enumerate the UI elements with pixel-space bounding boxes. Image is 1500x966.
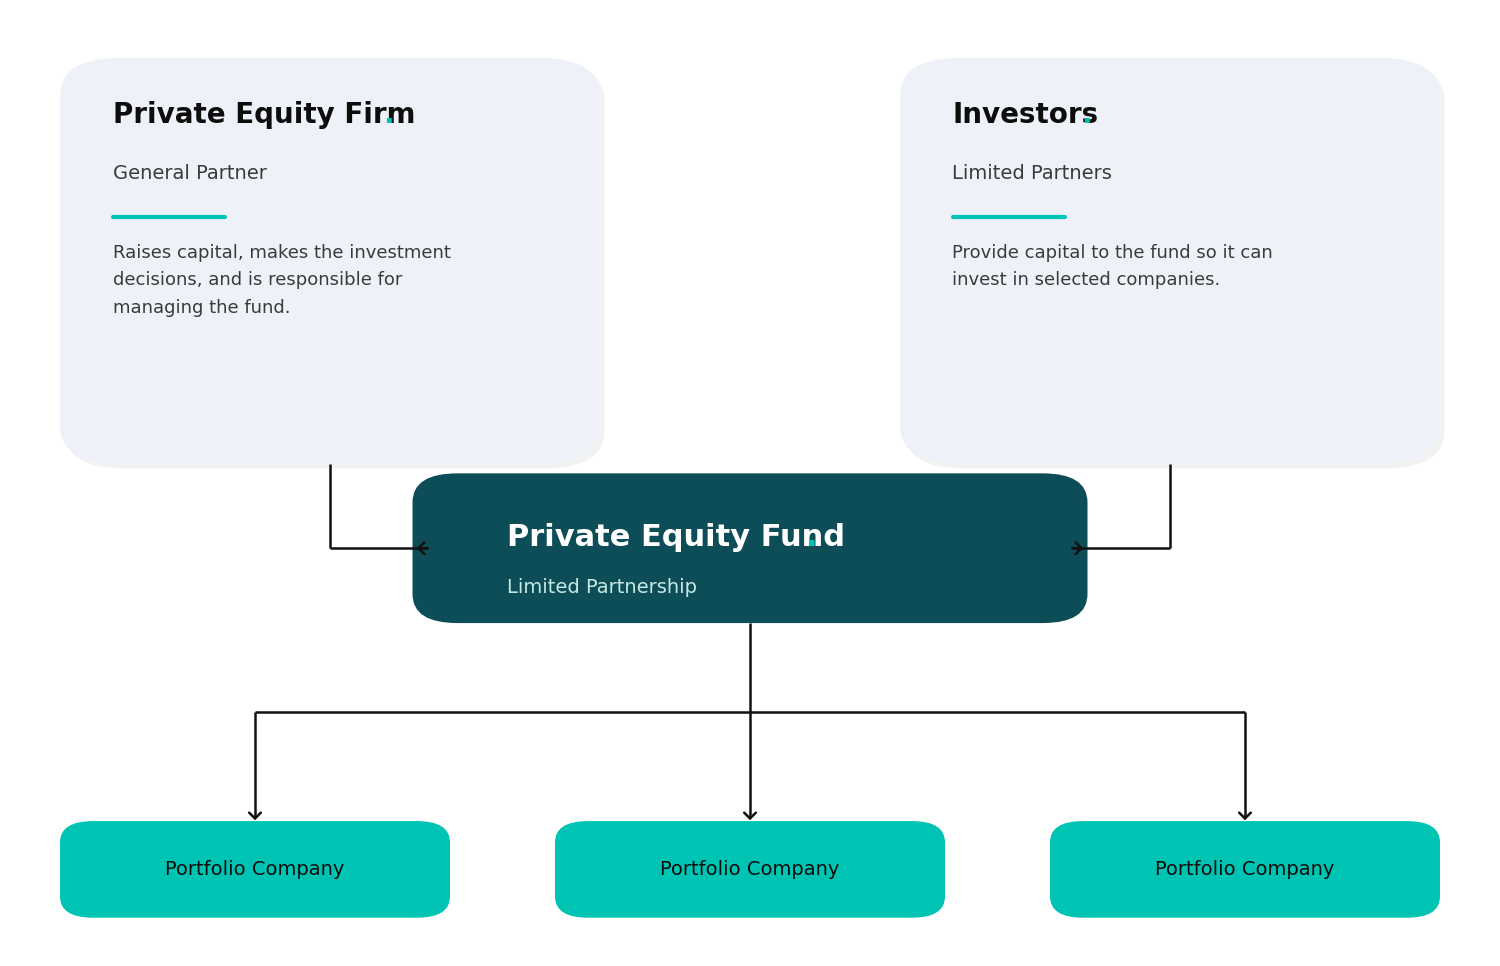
Text: Raises capital, makes the investment
decisions, and is responsible for
managing : Raises capital, makes the investment dec… bbox=[112, 244, 450, 317]
FancyArrowPatch shape bbox=[1239, 812, 1251, 818]
Text: .: . bbox=[384, 101, 394, 129]
FancyBboxPatch shape bbox=[413, 473, 1088, 623]
FancyArrowPatch shape bbox=[744, 812, 756, 818]
FancyBboxPatch shape bbox=[1050, 821, 1440, 918]
Text: Investors: Investors bbox=[952, 101, 1098, 129]
Text: Portfolio Company: Portfolio Company bbox=[1155, 860, 1335, 879]
Text: Limited Partners: Limited Partners bbox=[952, 164, 1113, 184]
FancyBboxPatch shape bbox=[64, 63, 605, 469]
FancyArrowPatch shape bbox=[249, 812, 261, 818]
Text: .: . bbox=[807, 523, 818, 552]
FancyBboxPatch shape bbox=[555, 821, 945, 918]
FancyArrowPatch shape bbox=[419, 542, 428, 554]
Text: Limited Partnership: Limited Partnership bbox=[507, 578, 698, 597]
Text: Private Equity Firm: Private Equity Firm bbox=[112, 101, 416, 129]
FancyBboxPatch shape bbox=[60, 821, 450, 918]
Text: Portfolio Company: Portfolio Company bbox=[660, 860, 840, 879]
Text: General Partner: General Partner bbox=[112, 164, 267, 184]
Text: Private Equity Fund: Private Equity Fund bbox=[507, 523, 844, 552]
FancyBboxPatch shape bbox=[60, 58, 600, 464]
Text: Provide capital to the fund so it can
invest in selected companies.: Provide capital to the fund so it can in… bbox=[952, 244, 1274, 290]
FancyBboxPatch shape bbox=[900, 58, 1440, 464]
FancyArrowPatch shape bbox=[1072, 542, 1082, 554]
Text: Portfolio Company: Portfolio Company bbox=[165, 860, 345, 879]
Text: .: . bbox=[1080, 101, 1092, 129]
FancyBboxPatch shape bbox=[904, 63, 1444, 469]
